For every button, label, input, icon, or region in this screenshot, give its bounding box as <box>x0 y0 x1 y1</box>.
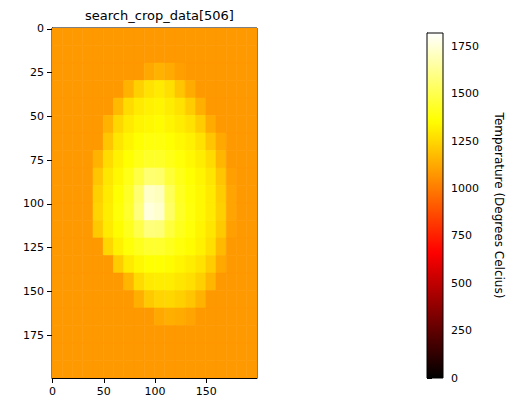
svg-text:0: 0 <box>37 22 44 35</box>
svg-text:1250: 1250 <box>451 135 479 148</box>
svg-text:125: 125 <box>23 241 44 254</box>
svg-text:150: 150 <box>23 285 44 298</box>
svg-text:100: 100 <box>145 385 166 398</box>
svg-text:0: 0 <box>49 385 56 398</box>
svg-text:Temperature (Degrees Celcius): Temperature (Degrees Celcius) <box>492 112 506 299</box>
svg-text:0: 0 <box>451 372 458 385</box>
svg-text:75: 75 <box>30 154 44 167</box>
svg-text:750: 750 <box>451 229 472 242</box>
svg-text:250: 250 <box>451 324 472 337</box>
svg-text:50: 50 <box>30 110 44 123</box>
svg-text:175: 175 <box>23 329 44 342</box>
svg-text:search_crop_data[506]: search_crop_data[506] <box>85 8 234 23</box>
svg-text:1750: 1750 <box>451 40 479 53</box>
svg-text:100: 100 <box>23 197 44 210</box>
svg-text:1500: 1500 <box>451 87 479 100</box>
svg-text:150: 150 <box>196 385 217 398</box>
svg-text:50: 50 <box>97 385 111 398</box>
svg-text:25: 25 <box>30 66 44 79</box>
svg-text:1000: 1000 <box>451 182 479 195</box>
svg-text:500: 500 <box>451 277 472 290</box>
